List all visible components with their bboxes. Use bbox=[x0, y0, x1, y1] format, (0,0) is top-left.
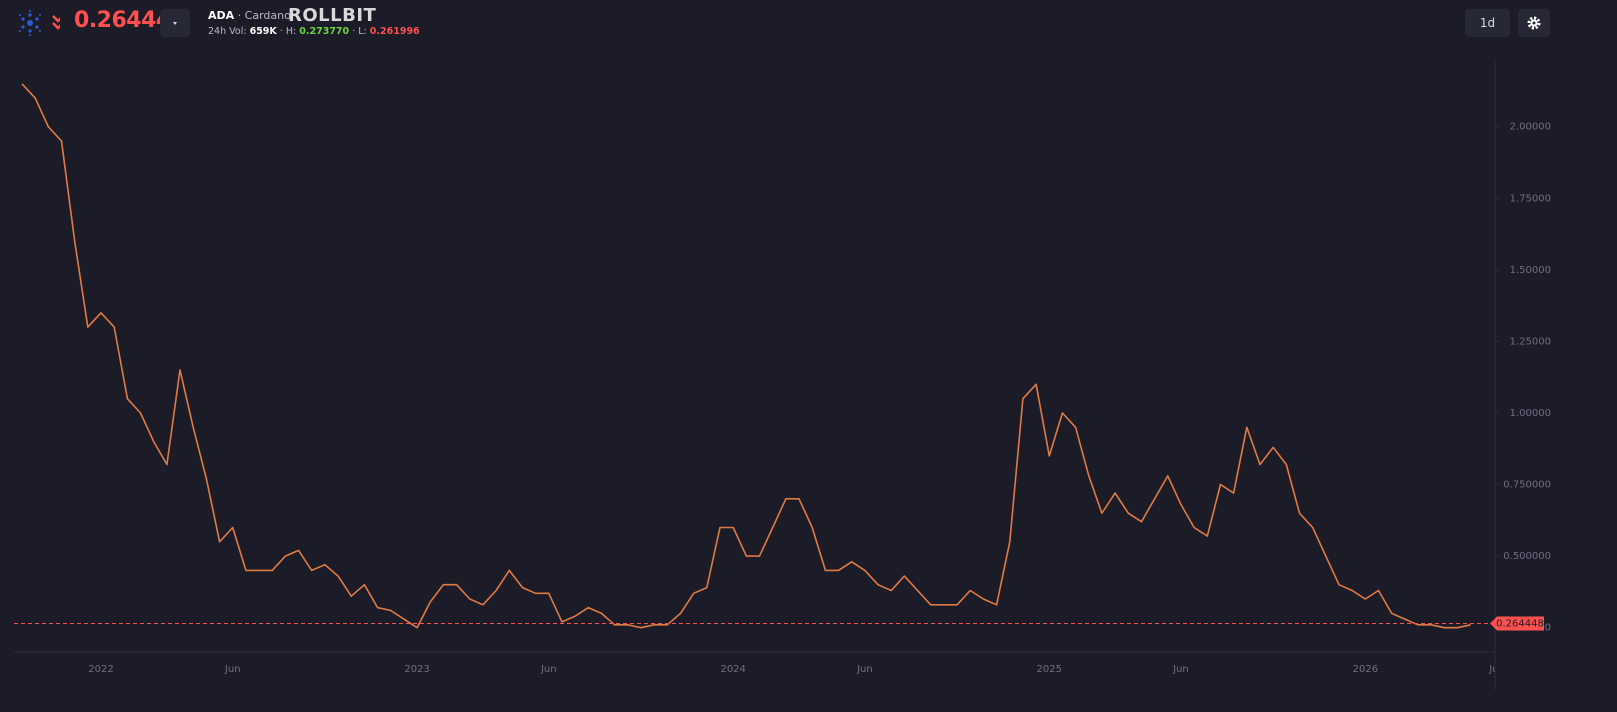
y-tick-label: 1.25000 bbox=[1510, 336, 1551, 347]
y-tick-label: 0.500000 bbox=[1503, 551, 1551, 562]
y-tick-label: 0.750000 bbox=[1503, 480, 1551, 491]
brand: ROLLBIT bbox=[288, 5, 377, 26]
x-tick-label: 2022 bbox=[88, 664, 113, 675]
settings-button[interactable] bbox=[1518, 9, 1550, 37]
high: 0.273770 bbox=[299, 26, 350, 37]
down-chevrons bbox=[52, 15, 60, 30]
low: 0.261996 bbox=[369, 26, 420, 37]
vol: 659K bbox=[249, 26, 277, 37]
x-tick-label: Jun bbox=[540, 664, 557, 675]
low-label: L: bbox=[358, 26, 367, 37]
header: 0.264448 ADA · Cardano ROLLBIT 24h Vol: … bbox=[0, 0, 1617, 48]
stats: 24h Vol: 659K · H: 0.273770 · L: 0.26199… bbox=[208, 26, 420, 37]
y-tick-label: 1.75000 bbox=[1510, 193, 1551, 204]
price-line bbox=[21, 83, 1471, 629]
high-label: H: bbox=[285, 26, 297, 37]
symbol-line: ADA · Cardano bbox=[208, 9, 291, 22]
dropdown-button[interactable] bbox=[160, 9, 190, 37]
icons bbox=[19, 10, 60, 36]
interval-button[interactable]: 1d bbox=[1465, 9, 1510, 37]
x-tick-label: 2026 bbox=[1353, 664, 1378, 675]
separator: · bbox=[279, 26, 283, 37]
x-labels: 2022 Jun 2023 Jun 2024 Jun 2025 Jun 2026 Jun bbox=[88, 664, 1505, 675]
separator: · bbox=[237, 9, 242, 22]
x-tick-label: Jun bbox=[856, 664, 873, 675]
x-tick-label: Jun bbox=[1172, 664, 1189, 675]
x-tick-label: 2023 bbox=[404, 664, 429, 675]
y-tick-label: 1.00000 bbox=[1510, 408, 1551, 419]
cardano-icon bbox=[19, 10, 41, 36]
x-tick-label: 2024 bbox=[720, 664, 745, 675]
symbol: ADA bbox=[208, 9, 235, 22]
vol-label: 24h Vol: bbox=[208, 26, 247, 37]
y-tick-label: 2.00000 bbox=[1510, 122, 1551, 133]
current-price-tag bbox=[1490, 616, 1544, 631]
x-tick-label: 2025 bbox=[1037, 664, 1062, 675]
y-tick-label: 1.50000 bbox=[1510, 265, 1551, 276]
asset-name: Cardano bbox=[244, 9, 291, 22]
current-price-label: 0.264448 bbox=[1496, 619, 1544, 630]
x-tick-label: Jun bbox=[1488, 664, 1505, 675]
separator: · bbox=[352, 26, 356, 37]
x-tick-label: Jun bbox=[224, 664, 241, 675]
